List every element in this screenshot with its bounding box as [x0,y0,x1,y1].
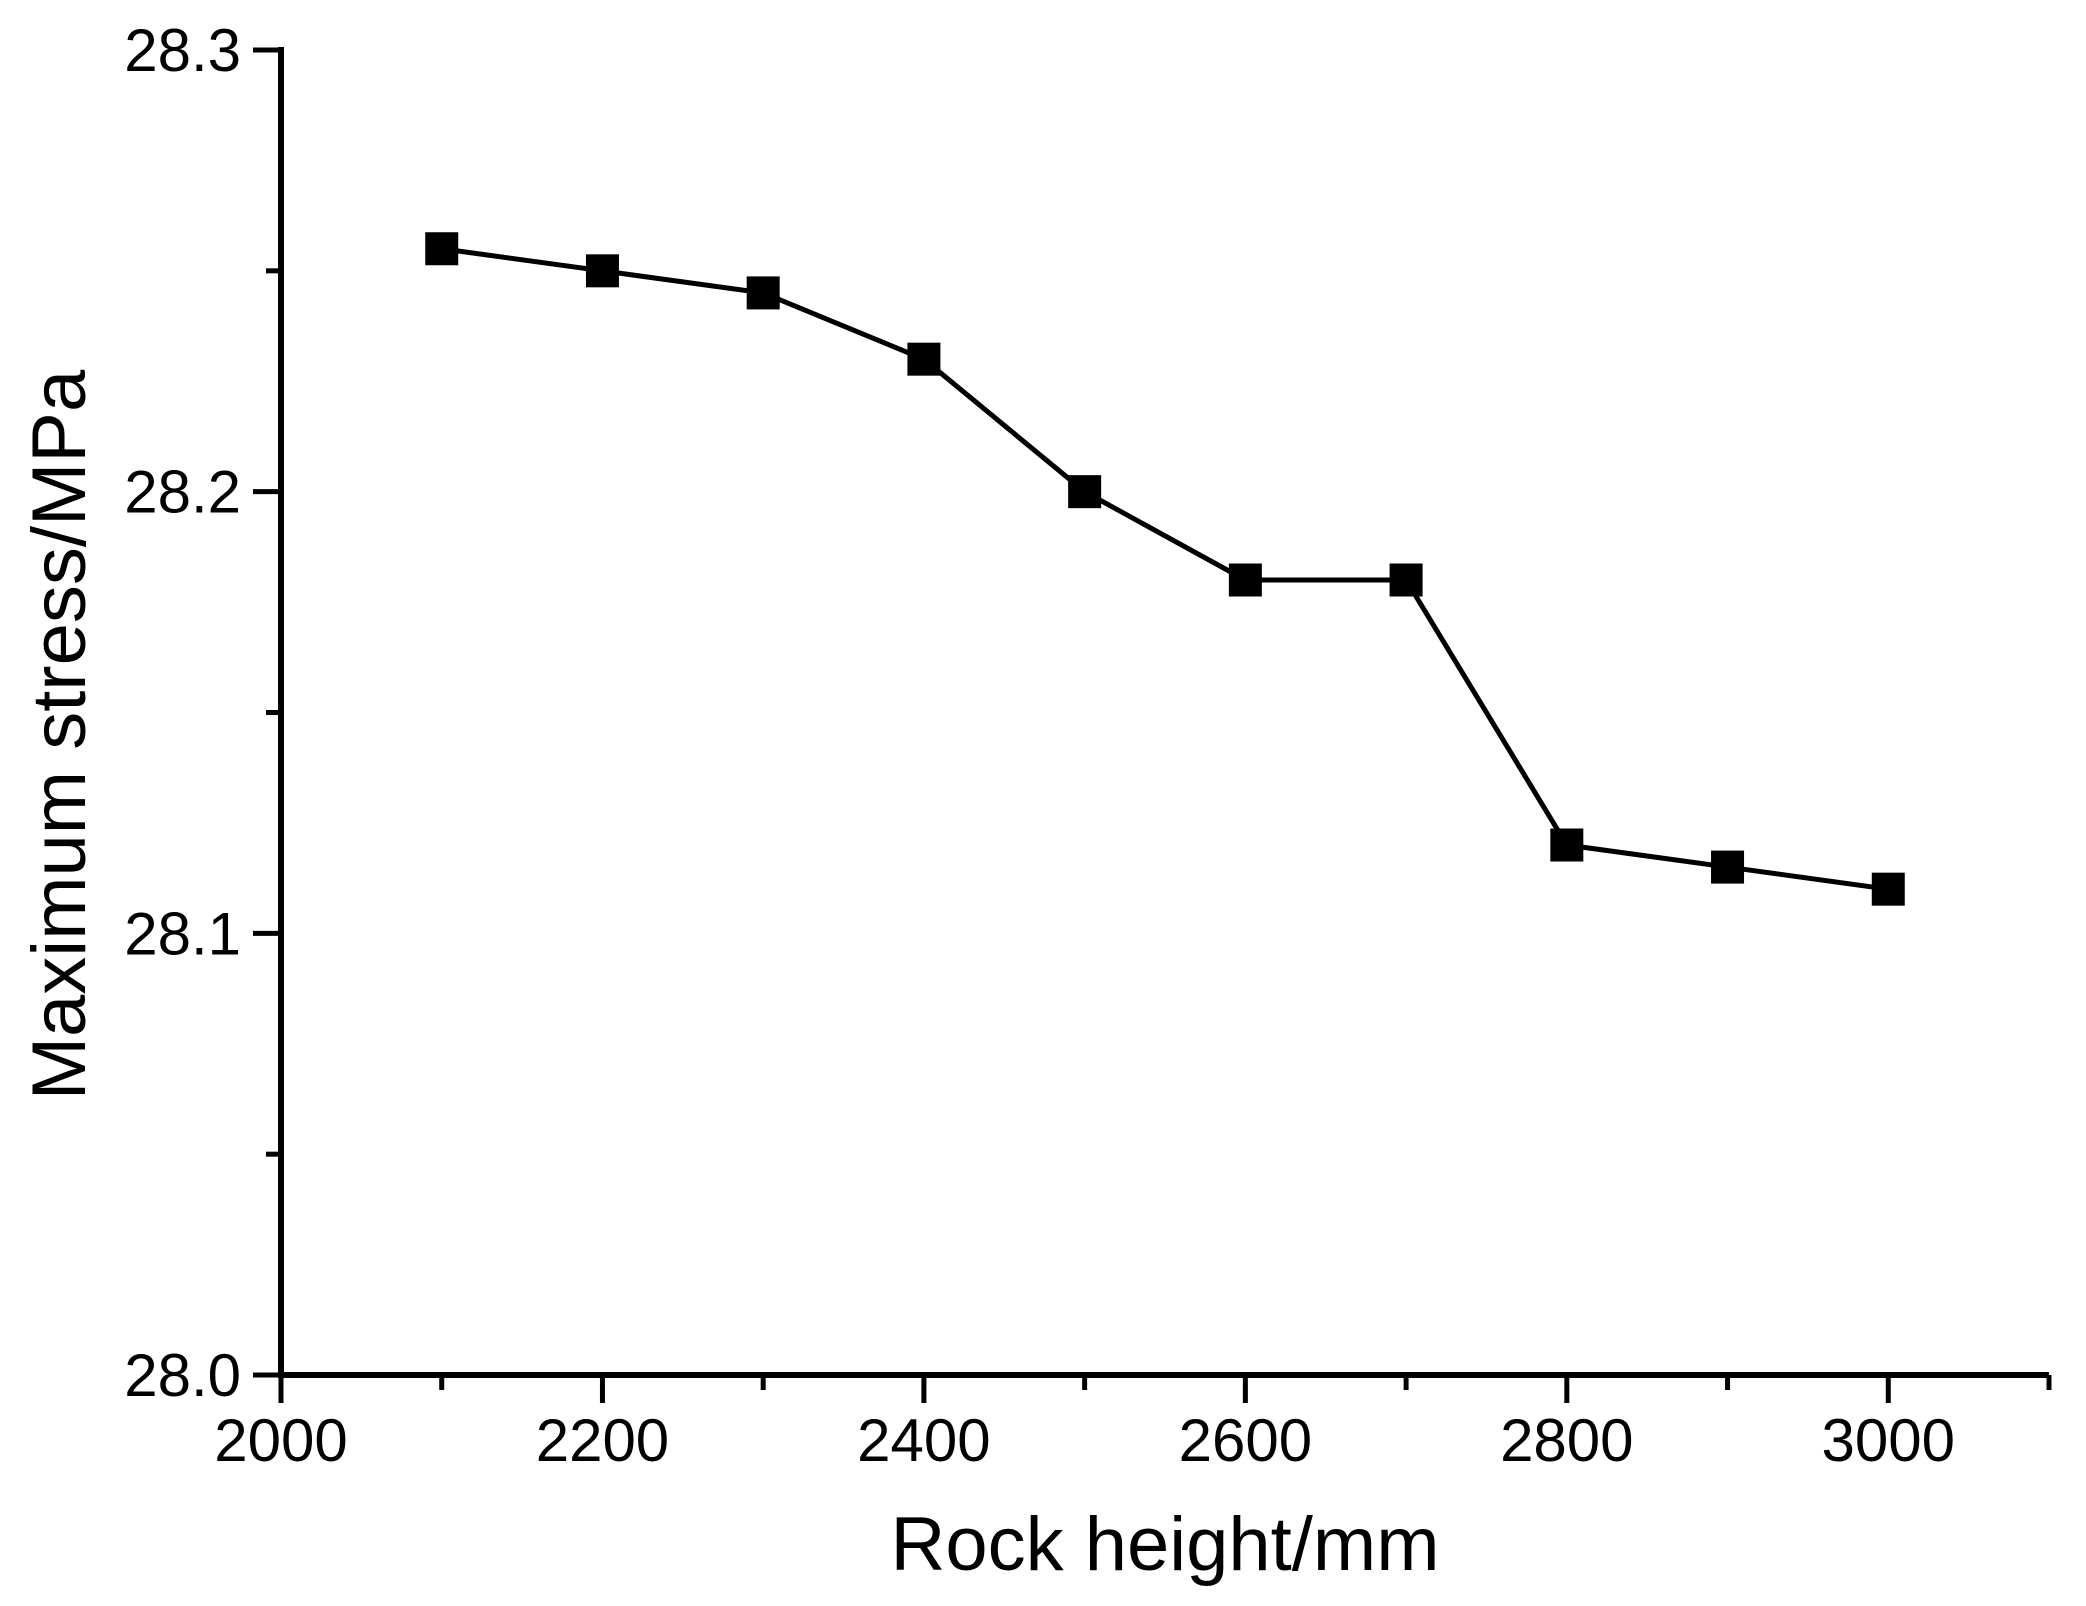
y-tick-label: 28.3 [124,17,241,84]
y-tick-label: 28.1 [124,900,241,967]
data-point-marker [1871,872,1905,906]
data-point-marker [1389,563,1423,597]
data-point-marker [1228,563,1262,597]
y-tick-label: 28.2 [124,459,241,526]
x-tick-label: 2400 [857,1407,990,1474]
data-point-marker [585,254,619,288]
x-tick-label: 2000 [214,1407,347,1474]
axes-spines [278,47,2049,1378]
x-axis-ticks [278,1375,2052,1403]
data-point-marker [1711,850,1745,884]
x-axis-title: Rock height/mm [890,1502,1439,1587]
data-point-marker [425,232,459,266]
x-tick-label: 2200 [536,1407,669,1474]
y-axis-tick-labels: 28.0 28.1 28.2 28.3 [124,17,241,1409]
data-point-marker [746,276,780,310]
data-point-marker [1068,475,1102,509]
data-point-marker [1550,828,1584,862]
series-line [441,246,1889,892]
x-tick-label: 2600 [1179,1407,1312,1474]
y-axis-title: Maximum stress/MPa [17,369,102,1100]
y-tick-label: 28.0 [124,1342,241,1409]
x-axis-tick-labels: 2000 2200 2400 2600 2800 3000 [214,1407,1955,1474]
x-tick-label: 3000 [1822,1407,1955,1474]
x-tick-label: 2800 [1500,1407,1633,1474]
data-series [425,232,1905,906]
data-point-marker [907,342,941,376]
y-axis-ticks [253,47,281,1378]
